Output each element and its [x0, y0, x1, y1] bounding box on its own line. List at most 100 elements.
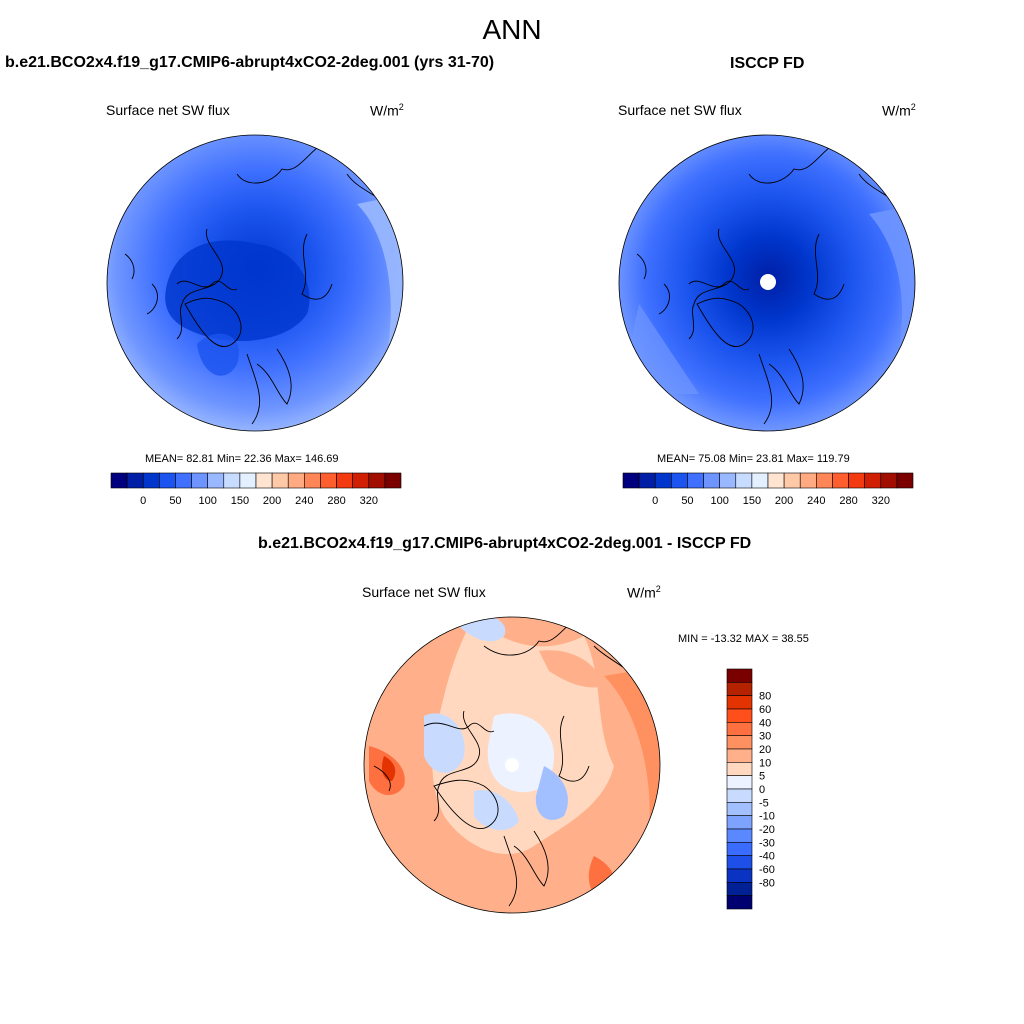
colorbar-swatch: [726, 748, 753, 763]
colorbar-tick-label: 30: [759, 731, 771, 743]
panel-1-variable: Surface net SW flux: [106, 102, 230, 118]
colorbar-swatch: [726, 722, 753, 736]
colorbar-tick-label: -20: [759, 824, 775, 836]
colorbar-swatch: [848, 472, 865, 489]
colorbar-swatch: [622, 472, 640, 489]
colorbar-swatch: [726, 895, 753, 910]
panel-1-title: b.e21.BCO2x4.f19_g17.CMIP6-abrupt4xCO2-2…: [5, 54, 495, 71]
colorbar-swatch: [726, 882, 753, 896]
colorbar-tick-label: 280: [327, 495, 345, 507]
colorbar-tick-label: 320: [360, 495, 378, 507]
colorbar-swatch: [816, 472, 833, 489]
colorbar-swatch: [207, 472, 225, 489]
colorbar-tick-label: -5: [759, 797, 769, 809]
colorbar-tick-label: 240: [295, 495, 313, 507]
colorbar-tick-label: 0: [652, 495, 658, 507]
colorbar-swatch: [368, 472, 386, 489]
colorbar-tick-label: -10: [759, 811, 775, 823]
colorbar-tick-label: 60: [759, 704, 771, 716]
colorbar-swatch: [726, 695, 753, 710]
colorbar-swatch: [304, 472, 321, 489]
colorbar-swatch: [726, 828, 753, 843]
colorbar-swatch: [726, 868, 753, 883]
colorbar-tick-label: 10: [759, 757, 771, 769]
panel-1-stats: MEAN= 82.81 Min= 22.36 Max= 146.69: [145, 453, 339, 465]
colorbar-tick-label: -80: [759, 877, 775, 889]
colorbar-swatch: [110, 472, 128, 489]
panel-1-units: W/m2: [370, 102, 404, 119]
colorbar-tick-label: 80: [759, 691, 771, 703]
colorbar-tick-label: 240: [807, 495, 825, 507]
colorbar-swatch: [384, 472, 402, 489]
panel-1-polar-map: [106, 134, 404, 432]
colorbar-swatch: [767, 472, 785, 489]
panel-2-units: W/m2: [882, 102, 916, 119]
colorbar-swatch: [687, 472, 704, 489]
colorbar-swatch: [191, 472, 208, 489]
colorbar-tick-label: 150: [231, 495, 249, 507]
colorbar-tick-label: 150: [743, 495, 761, 507]
colorbar-tick-label: 50: [169, 495, 181, 507]
panel-2-variable: Surface net SW flux: [618, 102, 742, 118]
colorbar-tick-label: 280: [839, 495, 857, 507]
colorbar-swatch: [864, 472, 882, 489]
colorbar-tick-label: 100: [198, 495, 216, 507]
panel-2-polar-map: [618, 134, 916, 432]
colorbar-swatch: [880, 472, 898, 489]
colorbar-tick-label: -60: [759, 864, 775, 876]
colorbar-tick-label: 0: [759, 784, 765, 796]
colorbar-tick-label: 0: [140, 495, 146, 507]
colorbar-swatch: [703, 472, 720, 489]
colorbar-swatch: [336, 472, 353, 489]
panel-2-colorbar: 0 50 100 150 200 240 280 320: [622, 472, 914, 507]
colorbar-swatch: [352, 472, 370, 489]
colorbar-tick-label: 200: [775, 495, 793, 507]
colorbar-swatch: [255, 472, 273, 489]
colorbar-swatch: [735, 472, 753, 489]
colorbar-swatch: [726, 842, 753, 856]
colorbar-swatch: [726, 682, 753, 696]
colorbar-swatch: [783, 472, 801, 489]
colorbar-swatch: [726, 788, 753, 803]
colorbar-tick-label: 40: [759, 717, 771, 729]
colorbar-tick-label: 320: [872, 495, 890, 507]
colorbar-swatch: [223, 472, 241, 489]
colorbar-swatch: [271, 472, 289, 489]
diff-panel-units: W/m2: [627, 584, 661, 601]
diff-panel-polar-map: [363, 616, 661, 914]
colorbar-swatch: [671, 472, 688, 489]
colorbar-tick-label: 5: [759, 771, 765, 783]
colorbar-swatch: [726, 735, 753, 750]
colorbar-swatch: [239, 472, 257, 489]
colorbar-tick-label: -30: [759, 837, 775, 849]
colorbar-tick-label: -40: [759, 851, 775, 863]
colorbar-swatch: [320, 472, 337, 489]
colorbar-tick-label: 200: [263, 495, 281, 507]
colorbar-swatch: [142, 472, 160, 489]
colorbar-swatch: [726, 855, 753, 870]
diff-panel-title: b.e21.BCO2x4.f19_g17.CMIP6-abrupt4xCO2-2…: [258, 535, 752, 552]
colorbar-tick-label: 50: [681, 495, 693, 507]
colorbar-swatch: [832, 472, 849, 489]
colorbar-swatch: [159, 472, 176, 489]
colorbar-swatch: [726, 708, 753, 723]
diff-panel-stats: MIN = -13.32 MAX = 38.55: [678, 633, 809, 645]
colorbar-tick-label: 100: [710, 495, 728, 507]
panel-2-title: ISCCP FD: [730, 55, 805, 72]
colorbar-swatch: [726, 762, 753, 776]
colorbar-swatch: [175, 472, 192, 489]
colorbar-swatch: [726, 668, 753, 683]
colorbar-swatch: [287, 472, 305, 489]
figure-title: ANN: [482, 14, 542, 45]
colorbar-swatch: [719, 472, 737, 489]
colorbar-swatch: [726, 802, 753, 816]
panel-2-stats: MEAN= 75.08 Min= 23.81 Max= 119.79: [657, 453, 850, 465]
colorbar-swatch: [654, 472, 672, 489]
colorbar-swatch: [126, 472, 144, 489]
colorbar-swatch: [751, 472, 769, 489]
colorbar-tick-label: 20: [759, 744, 771, 756]
colorbar-swatch: [726, 775, 753, 790]
colorbar-swatch: [638, 472, 656, 489]
colorbar-swatch: [726, 815, 753, 830]
